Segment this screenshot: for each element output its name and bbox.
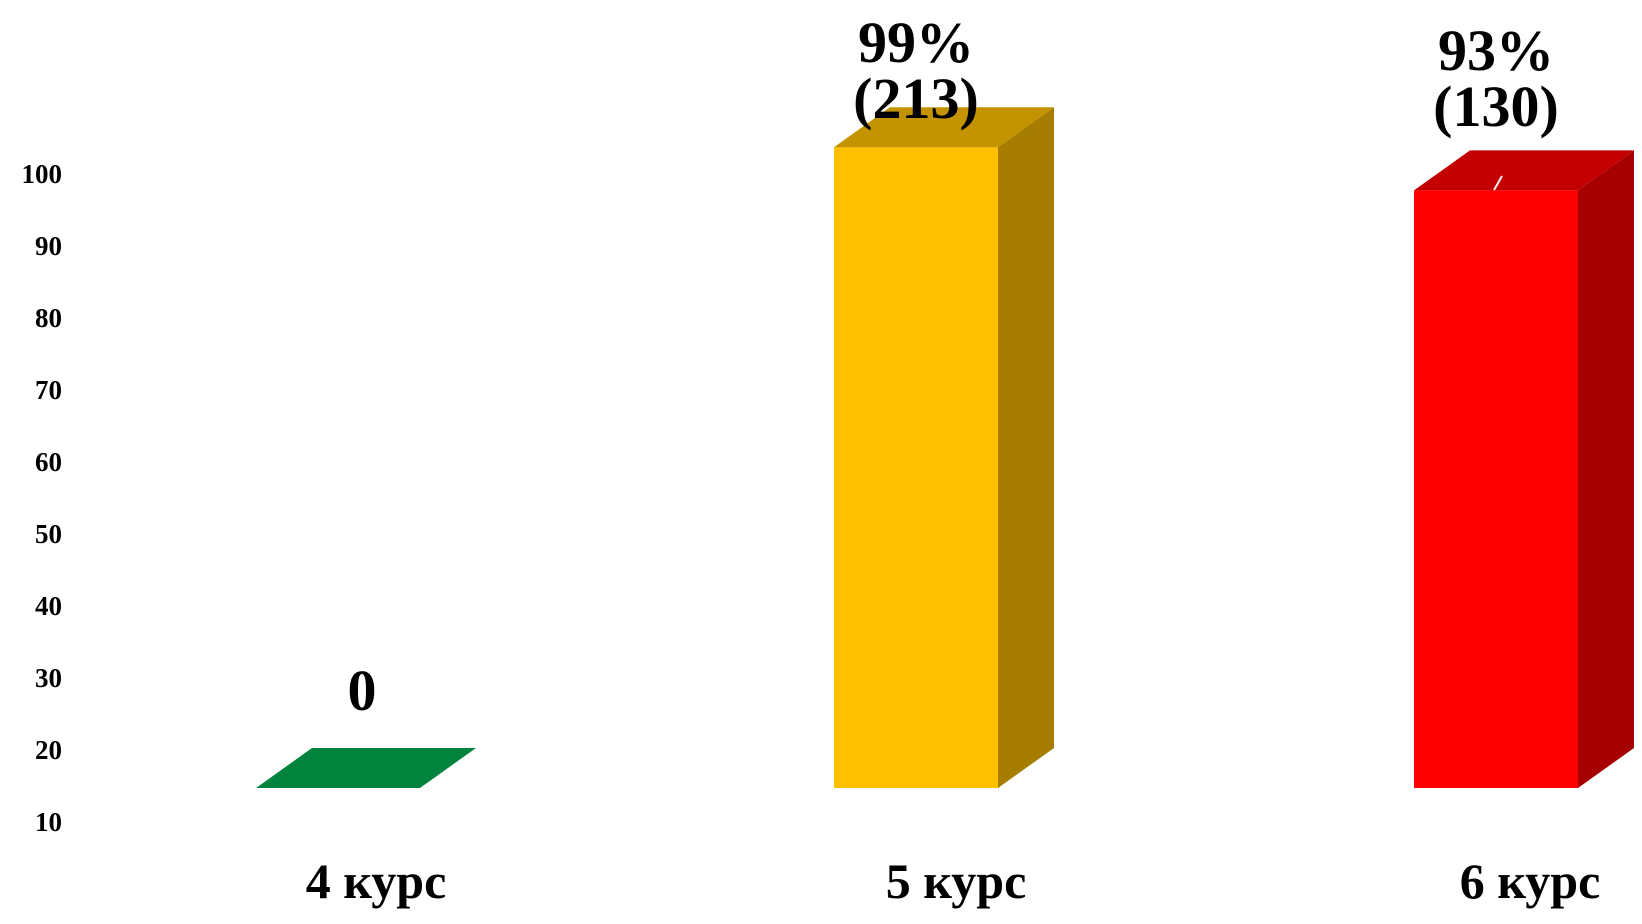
y-tick-label: 80 <box>35 303 62 333</box>
y-tick-label: 100 <box>22 159 63 189</box>
y-tick-label: 50 <box>35 519 62 549</box>
category-label: 5 курс <box>886 853 1027 909</box>
bar-side-face <box>1578 150 1634 788</box>
y-axis: 10 20 30 40 50 60 70 80 90 100 <box>22 159 63 837</box>
bar-top-face <box>1414 150 1634 191</box>
bar-top-face <box>256 748 476 788</box>
category-label: 6 курс <box>1460 853 1601 909</box>
data-label: (130) <box>1433 74 1559 139</box>
data-label: 93% <box>1438 18 1554 83</box>
y-tick-label: 20 <box>35 735 62 765</box>
data-label-leader <box>1493 175 1503 191</box>
y-tick-label: 90 <box>35 231 62 261</box>
data-label: 99% <box>858 10 974 75</box>
category-label: 4 курс <box>306 853 447 909</box>
bars-group <box>256 107 1634 788</box>
y-tick-label: 40 <box>35 591 62 621</box>
bar <box>256 748 476 788</box>
bar <box>834 107 1054 788</box>
bar-side-face <box>998 107 1054 788</box>
x-axis: 4 курс 5 курс 6 курс <box>306 853 1601 909</box>
y-tick-label: 60 <box>35 447 62 477</box>
bar-front-face <box>834 147 998 788</box>
y-tick-label: 10 <box>35 807 62 837</box>
data-label: (213) <box>853 66 979 131</box>
data-labels-group: 0 99%(213) 93%(130) <box>348 10 1559 723</box>
bar-front-face <box>1414 190 1578 788</box>
bar-top-face <box>834 107 1054 148</box>
y-tick-label: 30 <box>35 663 62 693</box>
y-tick-label: 70 <box>35 375 62 405</box>
data-label: 0 <box>348 658 377 723</box>
bar <box>1414 150 1634 788</box>
